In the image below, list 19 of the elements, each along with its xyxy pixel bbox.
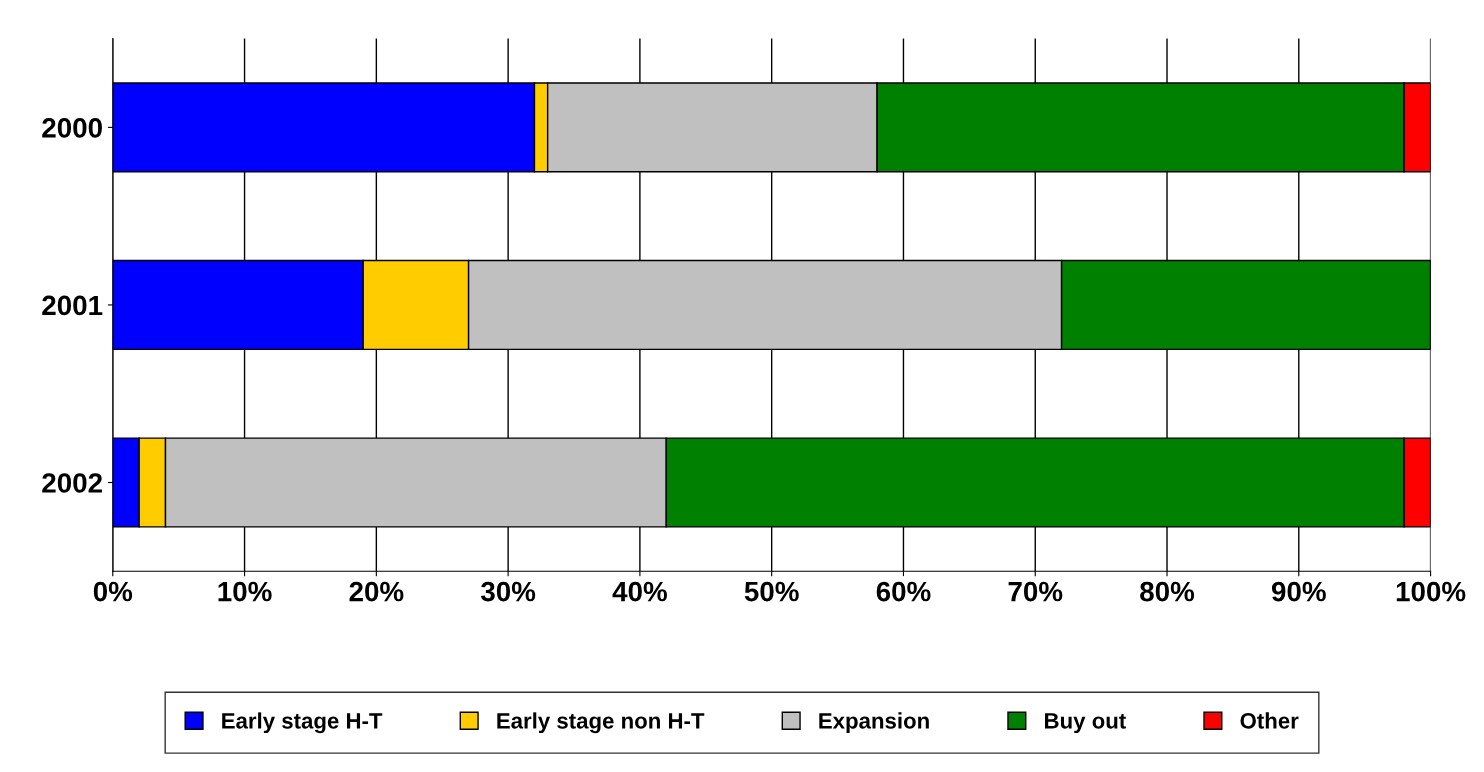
x-tick-label: 50% [744,581,799,602]
x-tick-label: 90% [1271,581,1326,602]
x-tick-label: 10% [218,581,272,602]
y-tick-label: 2002 [42,473,102,493]
x-tick-label: 60% [876,581,931,602]
legend-label: Buy out [1045,713,1126,734]
x-tick-label: 40% [612,581,667,602]
x-tick-label: 70% [1008,581,1063,602]
y-tick-label: 2001 [42,295,103,316]
x-tick-label: 20% [349,581,404,602]
x-tick-label: 100% [1396,581,1466,602]
legend-label: Other [1240,712,1299,729]
x-tick-label: 30% [480,581,536,602]
x-tick-label: 0% [93,581,133,602]
x-tick-label: 80% [1140,581,1195,602]
legend-label: Expansion [819,712,929,734]
y-tick-label: 2000 [42,118,102,138]
legend-label: Early stage non H-T [497,712,705,734]
legend-label: Early stage H-T [222,712,383,734]
